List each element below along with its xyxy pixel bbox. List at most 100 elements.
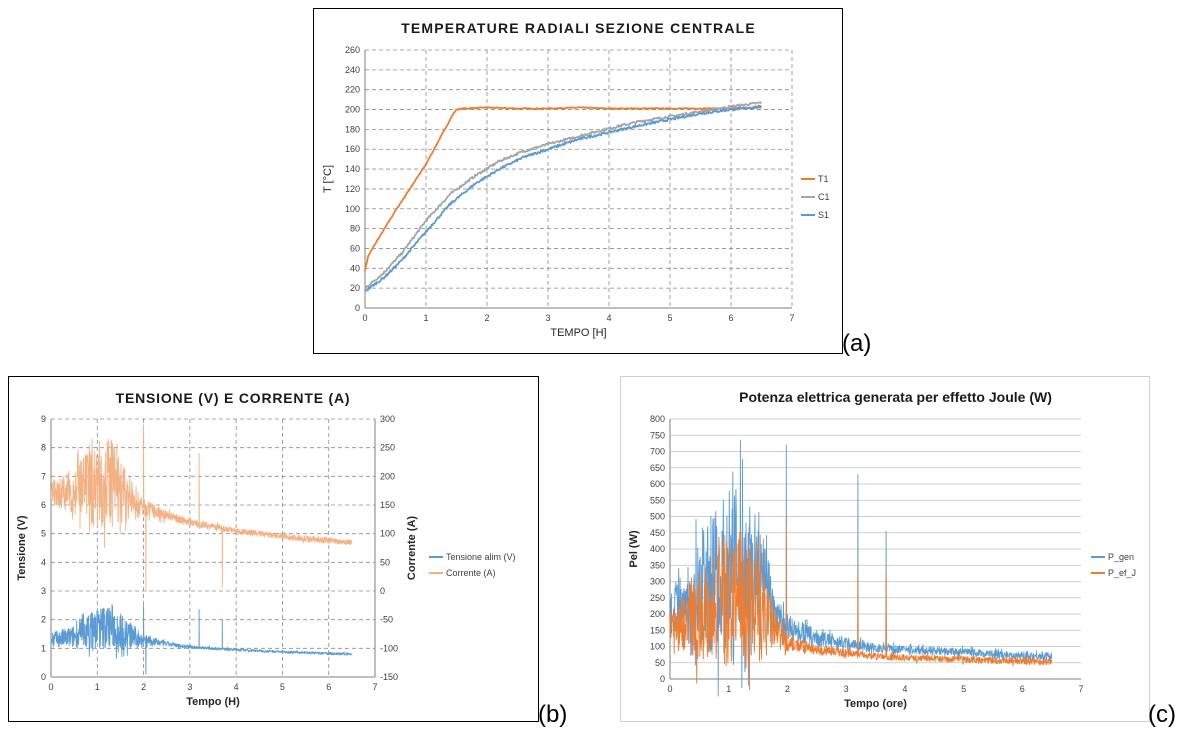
series-line-c1 xyxy=(364,101,763,289)
panel-label-b: (b) xyxy=(538,701,568,728)
y2-tick-label: 200 xyxy=(380,471,395,481)
y-tick-label: 0 xyxy=(660,674,665,684)
y-tick-label: 600 xyxy=(650,479,665,489)
x-tick-label: 2 xyxy=(484,313,489,323)
x-axis-label: TEMPO [H] xyxy=(550,327,606,339)
x-tick-label: 6 xyxy=(1020,684,1025,694)
legend-entry: P_ef_J xyxy=(1108,568,1136,578)
chart-title: TEMPERATURE RADIALI SEZIONE CENTRALE xyxy=(401,20,756,36)
y-tick-label: 4 xyxy=(41,557,46,567)
y-tick-label: 120 xyxy=(345,184,360,194)
y-tick-label: 650 xyxy=(650,463,665,473)
y2-tick-label: 300 xyxy=(380,414,395,424)
y-tick-label: 300 xyxy=(650,577,665,587)
x-tick-label: 3 xyxy=(545,313,550,323)
y2-tick-label: 250 xyxy=(380,443,395,453)
y-tick-label: 150 xyxy=(650,625,665,635)
x-tick-label: 7 xyxy=(1078,684,1083,694)
x-tick-label: 3 xyxy=(844,684,849,694)
x-tick-label: 6 xyxy=(728,313,733,323)
y2-tick-label: 150 xyxy=(380,500,395,510)
x-tick-label: 4 xyxy=(606,313,611,323)
chart-title: TENSIONE (V) E CORRENTE (A) xyxy=(116,390,351,406)
legend-entry: Corrente (A) xyxy=(446,568,496,578)
y-tick-label: 40 xyxy=(350,263,360,273)
chart-panel-power: Potenza elettrica generata per effetto J… xyxy=(620,376,1150,722)
y-tick-label: 0 xyxy=(41,672,46,682)
y-tick-label: 800 xyxy=(650,414,665,424)
y-tick-label: 6 xyxy=(41,500,46,510)
chart-title: Potenza elettrica generata per effetto J… xyxy=(739,389,1052,405)
y-tick-label: 700 xyxy=(650,447,665,457)
y-tick-label: 20 xyxy=(350,283,360,293)
y2-tick-label: -150 xyxy=(380,672,398,682)
y-tick-label: 60 xyxy=(350,243,360,253)
x-tick-label: 5 xyxy=(961,684,966,694)
y-tick-label: 260 xyxy=(345,45,360,55)
y2-axis-label: Corrente (A) xyxy=(406,516,418,581)
voltage-current-chart: TENSIONE (V) E CORRENTE (A) 0 1 2 3 4 5 6 7 8 9 -15… xyxy=(16,390,516,708)
y-tick-label: 240 xyxy=(345,65,360,75)
chart-panel-voltage-current: TENSIONE (V) E CORRENTE (A) 0 1 2 3 4 5 6 7 8 9 -15… xyxy=(8,376,539,722)
x-axis-label: Tempo (H) xyxy=(186,696,240,708)
x-tick-label: 0 xyxy=(667,684,672,694)
y-tick-label: 180 xyxy=(345,124,360,134)
x-tick-label: 6 xyxy=(326,682,331,692)
x-tick-label: 3 xyxy=(187,682,192,692)
x-tick-label: 7 xyxy=(372,682,377,692)
series-line-tensione-alim-v- xyxy=(50,603,353,675)
y2-tick-label: -50 xyxy=(380,615,393,625)
y-tick-label: 160 xyxy=(345,144,360,154)
y-tick-label: 550 xyxy=(650,495,665,505)
x-tick-label: 5 xyxy=(667,313,672,323)
x-tick-label: 0 xyxy=(362,313,367,323)
panel-label-c: (c) xyxy=(1148,701,1176,728)
y-tick-label: 400 xyxy=(650,544,665,554)
y2-tick-label: 100 xyxy=(380,529,395,539)
y-tick-label: 9 xyxy=(41,414,46,424)
y-tick-label: 250 xyxy=(650,593,665,603)
y-tick-label: 750 xyxy=(650,430,665,440)
x-tick-label: 1 xyxy=(423,313,428,323)
y-tick-label: 450 xyxy=(650,528,665,538)
x-tick-label: 1 xyxy=(95,682,100,692)
y-tick-label: 140 xyxy=(345,164,360,174)
y-tick-label: 200 xyxy=(650,609,665,619)
series-line-p-ef-j xyxy=(669,516,1053,691)
legend-entry: C1 xyxy=(818,192,830,202)
y-tick-label: 80 xyxy=(350,224,360,234)
panel-label-a: (a) xyxy=(842,330,872,357)
y-tick-label: 350 xyxy=(650,560,665,570)
power-chart: Potenza elettrica generata per effetto J… xyxy=(628,389,1136,710)
y-axis-label: Tensione (V) xyxy=(16,515,28,581)
y-tick-label: 8 xyxy=(41,443,46,453)
legend-entry: Tensione alim (V) xyxy=(446,552,516,562)
y-tick-label: 100 xyxy=(650,642,665,652)
chart-panel-temperature: TEMPERATURE RADIALI SEZIONE CENTRALE 0 20 4… xyxy=(313,8,843,354)
y-tick-label: 100 xyxy=(345,204,360,214)
y-tick-label: 220 xyxy=(345,85,360,95)
y2-tick-label: -100 xyxy=(380,643,398,653)
y-tick-label: 200 xyxy=(345,105,360,115)
y-axis-label: Pel (W) xyxy=(628,530,640,568)
x-tick-label: 0 xyxy=(48,682,53,692)
temperature-chart: TEMPERATURE RADIALI SEZIONE CENTRALE0204… xyxy=(322,20,830,339)
y-tick-label: 7 xyxy=(41,471,46,481)
series-line-corrente-a- xyxy=(50,424,353,592)
y-tick-label: 1 xyxy=(41,643,46,653)
y-tick-label: 0 xyxy=(355,303,360,313)
series-line-s1 xyxy=(364,104,762,292)
y-tick-label: 3 xyxy=(41,586,46,596)
x-axis-label: Tempo (ore) xyxy=(844,698,907,710)
x-tick-label: 1 xyxy=(726,684,731,694)
x-tick-label: 4 xyxy=(902,684,907,694)
x-tick-label: 2 xyxy=(141,682,146,692)
legend-entry: S1 xyxy=(818,210,829,220)
legend-entry: P_gen xyxy=(1108,552,1134,562)
x-tick-label: 2 xyxy=(785,684,790,694)
y-tick-label: 2 xyxy=(41,615,46,625)
x-tick-label: 5 xyxy=(280,682,285,692)
x-tick-label: 4 xyxy=(234,682,239,692)
x-tick-label: 7 xyxy=(789,313,794,323)
y-tick-label: 5 xyxy=(41,529,46,539)
